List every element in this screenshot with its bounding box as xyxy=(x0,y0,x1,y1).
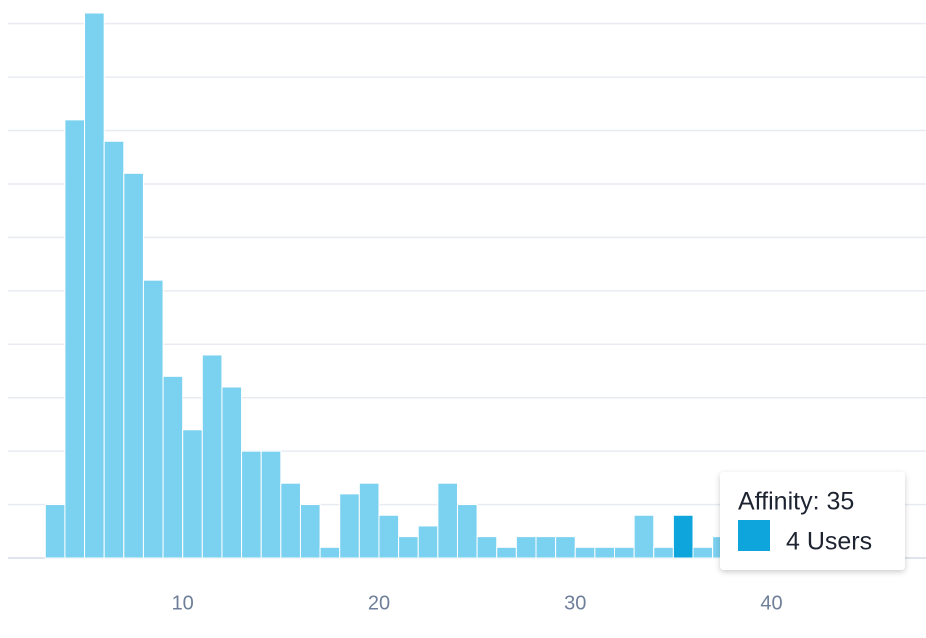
bar xyxy=(437,482,458,559)
bar xyxy=(614,546,635,559)
bar xyxy=(574,546,596,559)
bars xyxy=(44,12,812,559)
x-tick-label: 40 xyxy=(760,592,782,614)
bar xyxy=(299,504,321,559)
tooltip-swatch xyxy=(738,520,770,551)
bar xyxy=(378,514,400,559)
bar xyxy=(260,450,282,559)
bar xyxy=(123,172,144,559)
x-tick-label: 20 xyxy=(368,592,390,614)
bar xyxy=(476,536,498,559)
bar xyxy=(182,429,203,559)
bar xyxy=(142,279,164,559)
bar xyxy=(241,450,262,559)
bar xyxy=(594,546,616,559)
bar xyxy=(535,536,557,559)
bar xyxy=(653,546,674,559)
bar xyxy=(339,493,360,559)
tooltip: Affinity: 35 4 Users xyxy=(720,472,905,570)
bar xyxy=(280,482,301,559)
bar xyxy=(692,546,714,559)
x-tick-label: 30 xyxy=(564,592,586,614)
x-tick-label: 10 xyxy=(172,592,194,614)
bar xyxy=(319,546,341,559)
bar xyxy=(515,536,537,559)
bar xyxy=(84,12,105,559)
bar xyxy=(672,514,694,559)
bar xyxy=(417,525,439,559)
bar xyxy=(456,504,478,559)
bar xyxy=(555,536,576,559)
bar xyxy=(398,536,419,559)
x-axis: 10 20 30 40 xyxy=(172,592,783,614)
bar xyxy=(358,482,380,559)
bar xyxy=(162,375,184,559)
bar xyxy=(633,514,655,559)
bar xyxy=(201,354,223,559)
bar xyxy=(221,386,243,559)
tooltip-label: 4 Users xyxy=(786,528,872,556)
bar xyxy=(496,546,517,559)
bar xyxy=(64,119,86,559)
tooltip-title: Affinity: 35 xyxy=(738,488,854,516)
bar xyxy=(44,504,66,559)
bar xyxy=(103,140,125,559)
